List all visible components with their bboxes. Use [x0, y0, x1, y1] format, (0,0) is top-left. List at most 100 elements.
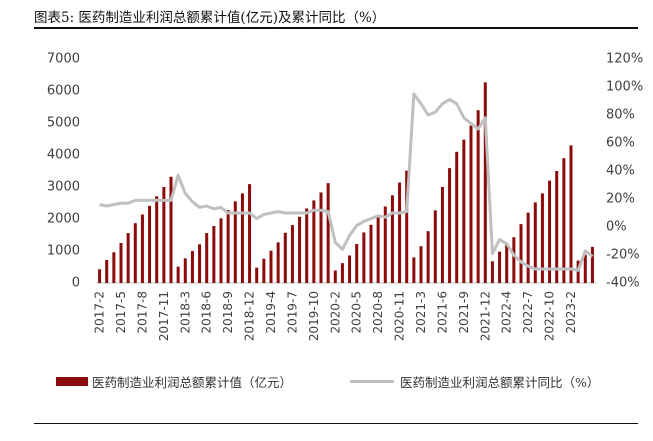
bar-55 — [490, 261, 494, 283]
y-right-tick-label: 120% — [606, 52, 643, 67]
bar-61 — [533, 202, 537, 283]
y-right-tick-label: 100% — [606, 80, 643, 95]
y-left-tick-label: 5000 — [47, 116, 80, 131]
bar-17 — [219, 218, 223, 283]
y-left-tick-label: 2000 — [47, 212, 80, 227]
bar-23 — [262, 258, 266, 283]
bar-65 — [562, 158, 566, 283]
y-left-tick-label: 6000 — [47, 84, 80, 99]
x-tick-label: 2020-8 — [371, 291, 385, 334]
bar-12 — [183, 258, 187, 283]
bar-22 — [255, 267, 259, 283]
bar-64 — [555, 171, 559, 283]
bar-21 — [248, 184, 252, 283]
x-tick-label: 2019-7 — [285, 291, 299, 334]
y-left-tick-label: 3000 — [47, 180, 80, 195]
x-tick-label: 2023-2 — [564, 291, 578, 334]
bar-2 — [112, 252, 116, 283]
bar-9 — [162, 187, 166, 283]
x-tick-label: 2021-3 — [414, 291, 428, 334]
bar-54 — [483, 82, 487, 283]
bar-1 — [105, 259, 109, 283]
x-tick-label: 2018-12 — [243, 291, 257, 341]
bar-48 — [440, 187, 444, 283]
bar-36 — [355, 243, 359, 283]
bar-44 — [412, 257, 416, 283]
footer-rule — [34, 423, 638, 424]
x-tick-label: 2018-3 — [178, 291, 192, 334]
bar-32 — [326, 183, 330, 283]
bar-18 — [226, 210, 230, 283]
x-tick-label: 2018-9 — [221, 291, 235, 334]
y-right-tick-label: 40% — [606, 164, 635, 179]
bar-35 — [348, 255, 352, 283]
bar-29 — [305, 208, 309, 283]
bar-14 — [198, 244, 202, 283]
x-tick-label: 2020-2 — [328, 291, 342, 334]
bar-26 — [283, 232, 287, 283]
bar-57 — [505, 244, 509, 283]
x-tick-label: 2019-10 — [307, 291, 321, 341]
legend-label-line: 医药制造业利润总额累计同比（%） — [400, 375, 600, 390]
y-left-tick-labels: 0 1000 2000 3000 4000 5000 6000 7000 — [47, 52, 80, 291]
y-right-tick-label: 0% — [606, 220, 627, 235]
chart-footer — [34, 428, 638, 441]
legend-item-line: 医药制造业利润总额累计同比（%） — [350, 372, 599, 392]
x-tick-labels: 2017-2 2017-5 2017-8 2017-11 2018-3 2018-6 201… — [93, 291, 578, 341]
bar-50 — [455, 151, 459, 283]
bar-30 — [312, 200, 316, 283]
bar-53 — [476, 110, 480, 283]
x-tick-label: 2017-5 — [114, 291, 128, 334]
x-tick-label: 2017-8 — [135, 291, 149, 334]
bar-34 — [340, 263, 344, 283]
x-tick-label: 2018-6 — [200, 291, 214, 334]
x-tick-label: 2017-2 — [93, 291, 107, 334]
bar-69 — [590, 246, 594, 283]
bar-4 — [126, 233, 130, 283]
bar-42 — [398, 182, 402, 283]
line-path — [99, 92, 594, 272]
bar-47 — [433, 210, 437, 283]
bar-59 — [519, 224, 523, 283]
bar-52 — [469, 125, 473, 283]
y-right-tick-label: 80% — [606, 108, 635, 123]
x-tick-label: 2022-7 — [521, 291, 535, 334]
bar-45 — [419, 246, 423, 283]
bar-66 — [569, 145, 573, 283]
x-tick-label: 2022-10 — [543, 291, 557, 341]
bar-27 — [290, 225, 294, 283]
bar-49 — [448, 168, 452, 283]
bar-28 — [298, 216, 302, 283]
chart-header: 图表5: 医药制造业利润总额累计值(亿元)及累计同比（%） — [34, 2, 638, 26]
bar-37 — [362, 232, 366, 283]
chart-title: 图表5: 医药制造业利润总额累计值(亿元)及累计同比（%） — [34, 10, 386, 26]
bar-8 — [155, 196, 159, 283]
bar-43 — [405, 170, 409, 283]
bar-60 — [526, 212, 530, 283]
x-tick-label: 2021-9 — [457, 291, 471, 334]
x-tick-label: 2021-6 — [435, 291, 449, 334]
bar-20 — [240, 193, 244, 283]
bar-5 — [133, 223, 137, 283]
bar-11 — [176, 266, 180, 283]
y-right-tick-label: 60% — [606, 136, 635, 151]
bar-25 — [276, 242, 280, 283]
header-rule — [34, 27, 638, 29]
bar-41 — [390, 195, 394, 283]
x-tick-label: 2021-12 — [478, 291, 492, 341]
bar-3 — [119, 243, 123, 283]
bar-6 — [140, 214, 144, 283]
y-right-tick-label: 20% — [606, 192, 635, 207]
bar-33 — [333, 270, 337, 283]
bar-39 — [376, 216, 380, 283]
y-right-tick-label: -20% — [606, 248, 640, 263]
bar-24 — [269, 250, 273, 283]
bar-51 — [462, 139, 466, 283]
bar-46 — [426, 231, 430, 283]
y-left-tick-label: 4000 — [47, 148, 80, 163]
legend-label-bar: 医药制造业利润总额累计值（亿元） — [92, 375, 293, 390]
bar-31 — [319, 192, 323, 283]
x-tick-label: 2020-11 — [393, 291, 407, 341]
bar-15 — [205, 233, 209, 283]
bar-40 — [383, 206, 387, 283]
